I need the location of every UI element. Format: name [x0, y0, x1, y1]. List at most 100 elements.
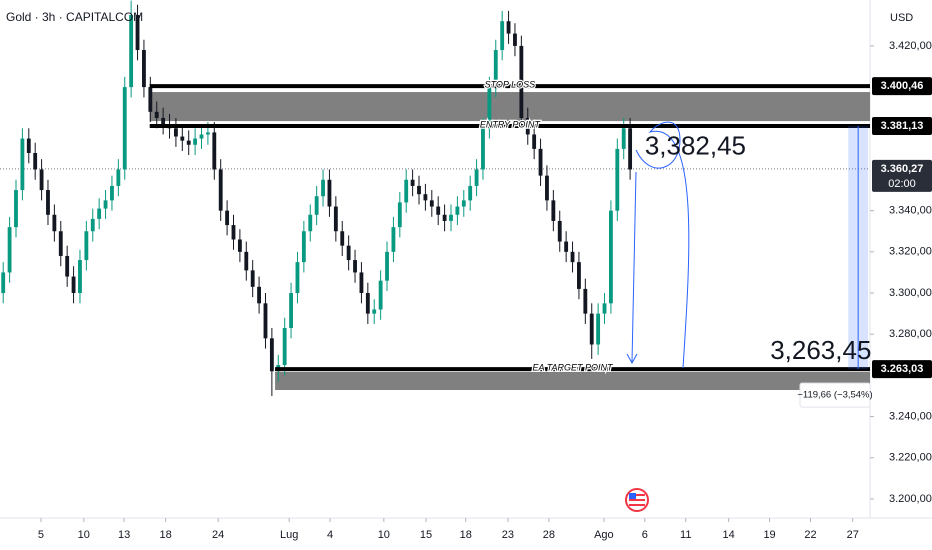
- candle-body: [142, 50, 146, 88]
- y-tick-label: 3.240,00: [889, 410, 932, 422]
- candle-body: [244, 251, 249, 271]
- candle-body: [205, 132, 210, 135]
- candle-body: [385, 251, 389, 281]
- candle-body: [237, 239, 242, 252]
- candle-body: [417, 185, 421, 195]
- x-tick-label: 6: [642, 529, 648, 541]
- x-tick-label: Lug: [280, 529, 298, 541]
- level-label: EA TARGET POINT: [533, 363, 615, 373]
- candle-body: [129, 15, 134, 88]
- x-tick-label: 10: [378, 529, 390, 541]
- candle-body: [455, 206, 460, 215]
- candle-body: [212, 132, 217, 170]
- candle-body: [225, 210, 230, 226]
- candle-body: [26, 138, 31, 153]
- candle-body: [609, 210, 613, 304]
- candle-body: [97, 208, 102, 219]
- candle-body: [500, 21, 505, 51]
- candle-body: [135, 15, 140, 51]
- candle-body: [154, 111, 159, 118]
- annotation: 3,382,45: [645, 131, 746, 161]
- candle-body: [231, 225, 236, 240]
- x-tick-label: 28: [543, 529, 555, 541]
- candle-body: [436, 206, 441, 215]
- candle-body: [327, 179, 332, 207]
- candle-body: [301, 231, 306, 263]
- candle-body: [7, 227, 12, 273]
- candle-body: [308, 214, 313, 232]
- candle-body: [628, 128, 633, 170]
- candle-body: [65, 255, 70, 277]
- candle-body: [551, 200, 556, 221]
- candle-body: [365, 293, 370, 314]
- candle-body: [295, 262, 300, 294]
- candle-body: [174, 128, 178, 137]
- price-tag: [872, 360, 932, 379]
- price-tag: [872, 116, 932, 135]
- candle-body: [410, 179, 415, 186]
- candle-body: [449, 214, 453, 221]
- x-tick-label: 13: [118, 529, 130, 541]
- candle-body: [110, 185, 114, 201]
- candle-body: [71, 276, 76, 294]
- chart-title: Gold · 3h · CAPITALCOM: [6, 10, 143, 24]
- candle-body: [46, 190, 50, 215]
- candle-body: [570, 251, 575, 263]
- y-tick-label: 3.280,00: [889, 328, 932, 340]
- price-tag-label: 3.381,13: [881, 120, 924, 132]
- candle-body: [442, 214, 447, 221]
- candle-body: [538, 148, 543, 176]
- countdown-label: 02:00: [888, 178, 916, 190]
- candle-body: [532, 134, 537, 149]
- x-tick-label: 14: [723, 529, 735, 541]
- candle-body: [14, 190, 18, 228]
- candle-body: [493, 50, 498, 88]
- candle-body: [513, 33, 517, 46]
- candle-body: [333, 206, 338, 232]
- y-tick-label: 3.300,00: [889, 287, 932, 299]
- x-tick-label: Ago: [594, 529, 614, 541]
- candle-body: [602, 303, 607, 314]
- candle-body: [359, 272, 364, 294]
- candle-body: [84, 231, 89, 261]
- candle-body: [372, 309, 377, 314]
- x-tick-label: 18: [160, 529, 172, 541]
- candle-body: [404, 179, 409, 203]
- candle-body: [461, 200, 466, 207]
- candle-body: [199, 134, 204, 139]
- y-tick-label: 3.420,00: [889, 40, 932, 52]
- candle-body: [186, 140, 191, 145]
- candle-body: [161, 117, 166, 125]
- candle-body: [122, 87, 127, 170]
- x-tick-label: 10: [78, 529, 90, 541]
- y-tick-label: 3.200,00: [889, 493, 932, 505]
- candle-body: [269, 338, 274, 372]
- candle-body: [487, 87, 492, 129]
- candle-body: [583, 288, 588, 314]
- candle-body: [557, 220, 562, 242]
- x-tick-label: 27: [847, 529, 859, 541]
- candle-body: [506, 21, 511, 34]
- candle-body: [282, 328, 287, 366]
- candle-body: [468, 185, 473, 201]
- candle-body: [90, 218, 95, 232]
- candle-body: [429, 200, 434, 207]
- candle-body: [353, 260, 357, 273]
- candle-body: [193, 138, 198, 145]
- price-tag-label: 3.263,03: [881, 363, 924, 375]
- candle-body: [20, 138, 25, 191]
- x-tick-label: 23: [502, 529, 514, 541]
- zone: [149, 92, 871, 122]
- y-tick-label: 3.320,00: [889, 246, 932, 258]
- candle-body: [250, 270, 255, 287]
- measure-label: −119,66 (−3,54%): [797, 390, 872, 401]
- candle-body: [474, 169, 479, 186]
- x-tick-label: 4: [327, 529, 333, 541]
- candle-body: [289, 293, 293, 329]
- candle-body: [257, 286, 261, 304]
- x-tick-label: 24: [212, 529, 224, 541]
- candle-body: [52, 214, 57, 232]
- candle-body: [218, 169, 223, 211]
- x-tick-label: 15: [420, 529, 432, 541]
